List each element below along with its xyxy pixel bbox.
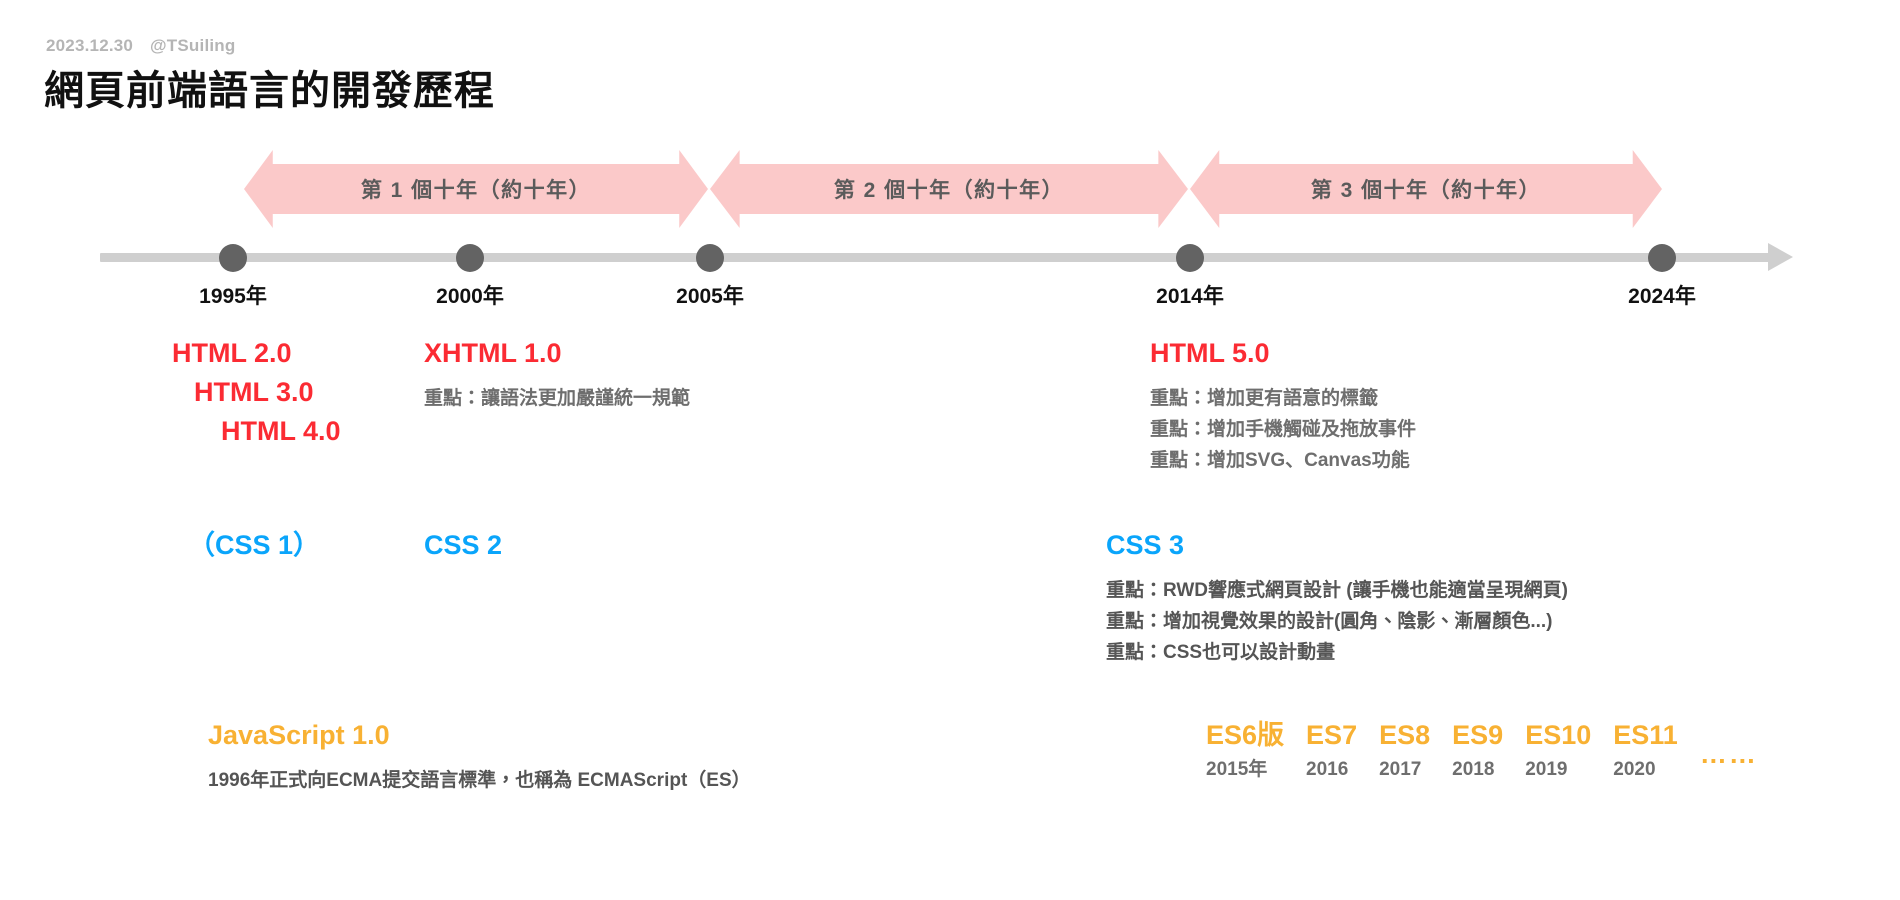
- decade-band-3-label: 第 3 個十年（約十年）: [1310, 179, 1542, 202]
- javascript-heading: JavaScript 1.0: [208, 720, 390, 750]
- ecmascript-release-item: ES10 2019: [1525, 720, 1592, 780]
- byline-date: 2023.12.30: [46, 36, 134, 55]
- javascript-note: 1996年正式向ECMA提交語言標準，也稱為 ECMAScript（ES）: [208, 770, 751, 791]
- ecmascript-release-year: 2015年: [1206, 759, 1268, 780]
- timeline-node-year: 2000年: [436, 285, 504, 308]
- css2-heading: CSS 2: [424, 530, 503, 560]
- timeline-node-dot: [1648, 244, 1676, 272]
- ecmascript-release-year: 2020: [1613, 759, 1656, 780]
- decade-band-3: 第 3 個十年（約十年）: [1190, 150, 1662, 228]
- decade-band-2-label: 第 2 個十年（約十年）: [833, 179, 1065, 202]
- page-title: 網頁前端語言的開發歷程: [44, 69, 495, 113]
- html-version-item: HTML 3.0: [194, 377, 314, 407]
- css2-group: CSS 2: [424, 532, 502, 559]
- ecmascript-release-name: ES9: [1452, 720, 1504, 750]
- ecmascript-release-year: 2017: [1379, 759, 1422, 780]
- decade-band-2: 第 2 個十年（約十年）: [710, 150, 1188, 228]
- ecmascript-release-name: ES8: [1379, 720, 1431, 750]
- html5-group: HTML 5.0 重點：增加更有語意的標籤 重點：增加手機觸碰及拖放事件 重點：…: [1150, 340, 1416, 476]
- css3-note: 重點：RWD響應式網頁設計 (讓手機也能適當呈現網頁): [1106, 580, 1568, 601]
- css1-group: （CSS 1）: [188, 532, 320, 559]
- byline-author-handle: @TSuiling: [150, 36, 236, 55]
- ecmascript-release-item: ES8 2017: [1379, 720, 1431, 780]
- ecmascript-release-name: ……: [1699, 739, 1758, 769]
- ecmascript-release-name: ES6版: [1206, 720, 1285, 750]
- timeline-node-year: 2005年: [676, 285, 744, 308]
- timeline-node-dot: [696, 244, 724, 272]
- ecmascript-releases-group: ES6版 2015年 ES7 2016 ES8 2017 ES9 2018 ES…: [1206, 720, 1780, 780]
- timeline-node-dot: [456, 244, 484, 272]
- html-versions-group: HTML 2.0 HTML 3.0 HTML 4.0: [172, 338, 341, 457]
- decade-band-1: 第 1 個十年（約十年）: [244, 150, 708, 228]
- ecmascript-release-name: ES11: [1613, 720, 1678, 750]
- html5-note: 重點：增加更有語意的標籤: [1150, 388, 1379, 409]
- html5-heading: HTML 5.0: [1150, 338, 1270, 368]
- css3-note: 重點：增加視覺效果的設計(圓角、陰影、漸層顏色...): [1106, 610, 1553, 632]
- timeline-node-year: 1995年: [199, 285, 267, 308]
- html-version-item: HTML 4.0: [221, 416, 341, 446]
- xhtml-note: 重點：讓語法更加嚴謹統一規範: [424, 388, 691, 409]
- ecmascript-release-ellipsis: ……: [1700, 741, 1758, 779]
- timeline-axis: [100, 253, 1772, 262]
- ecmascript-release-item: ES11 2020: [1613, 720, 1678, 780]
- ecmascript-release-year: 2016: [1306, 759, 1349, 780]
- html5-note: 重點：增加SVG、Canvas功能: [1150, 449, 1410, 471]
- javascript-group: JavaScript 1.0 1996年正式向ECMA提交語言標準，也稱為 EC…: [208, 722, 751, 797]
- css1-heading: （CSS 1）: [188, 530, 321, 560]
- byline: 2023.12.30 @TSuiling: [46, 36, 235, 56]
- decade-band-1-label: 第 1 個十年（約十年）: [360, 179, 592, 202]
- xhtml-heading: XHTML 1.0: [424, 338, 562, 368]
- timeline-node-year: 2024年: [1628, 285, 1696, 308]
- ecmascript-release-item: ES6版 2015年: [1206, 720, 1285, 780]
- css3-note: 重點：CSS也可以設計動畫: [1106, 641, 1336, 663]
- ecmascript-release-name: ES7: [1306, 720, 1358, 750]
- ecmascript-release-year: 2019: [1525, 759, 1568, 780]
- timeline-node-dot: [1176, 244, 1204, 272]
- ecmascript-release-year: 2018: [1452, 759, 1495, 780]
- xhtml-group: XHTML 1.0 重點：讓語法更加嚴謹統一規範: [424, 340, 690, 415]
- timeline-node-year: 2014年: [1156, 285, 1224, 308]
- css3-group: CSS 3 重點：RWD響應式網頁設計 (讓手機也能適當呈現網頁) 重點：增加視…: [1106, 532, 1568, 668]
- ecmascript-release-item: ES9 2018: [1452, 720, 1504, 780]
- css3-heading: CSS 3: [1106, 530, 1185, 560]
- timeline-node-dot: [219, 244, 247, 272]
- ecmascript-release-item: ES7 2016: [1306, 720, 1358, 780]
- timeline-arrowhead-icon: [1768, 243, 1793, 271]
- ecmascript-release-name: ES10: [1525, 720, 1592, 750]
- html5-note: 重點：增加手機觸碰及拖放事件: [1150, 418, 1417, 440]
- html-version-item: HTML 2.0: [172, 338, 292, 368]
